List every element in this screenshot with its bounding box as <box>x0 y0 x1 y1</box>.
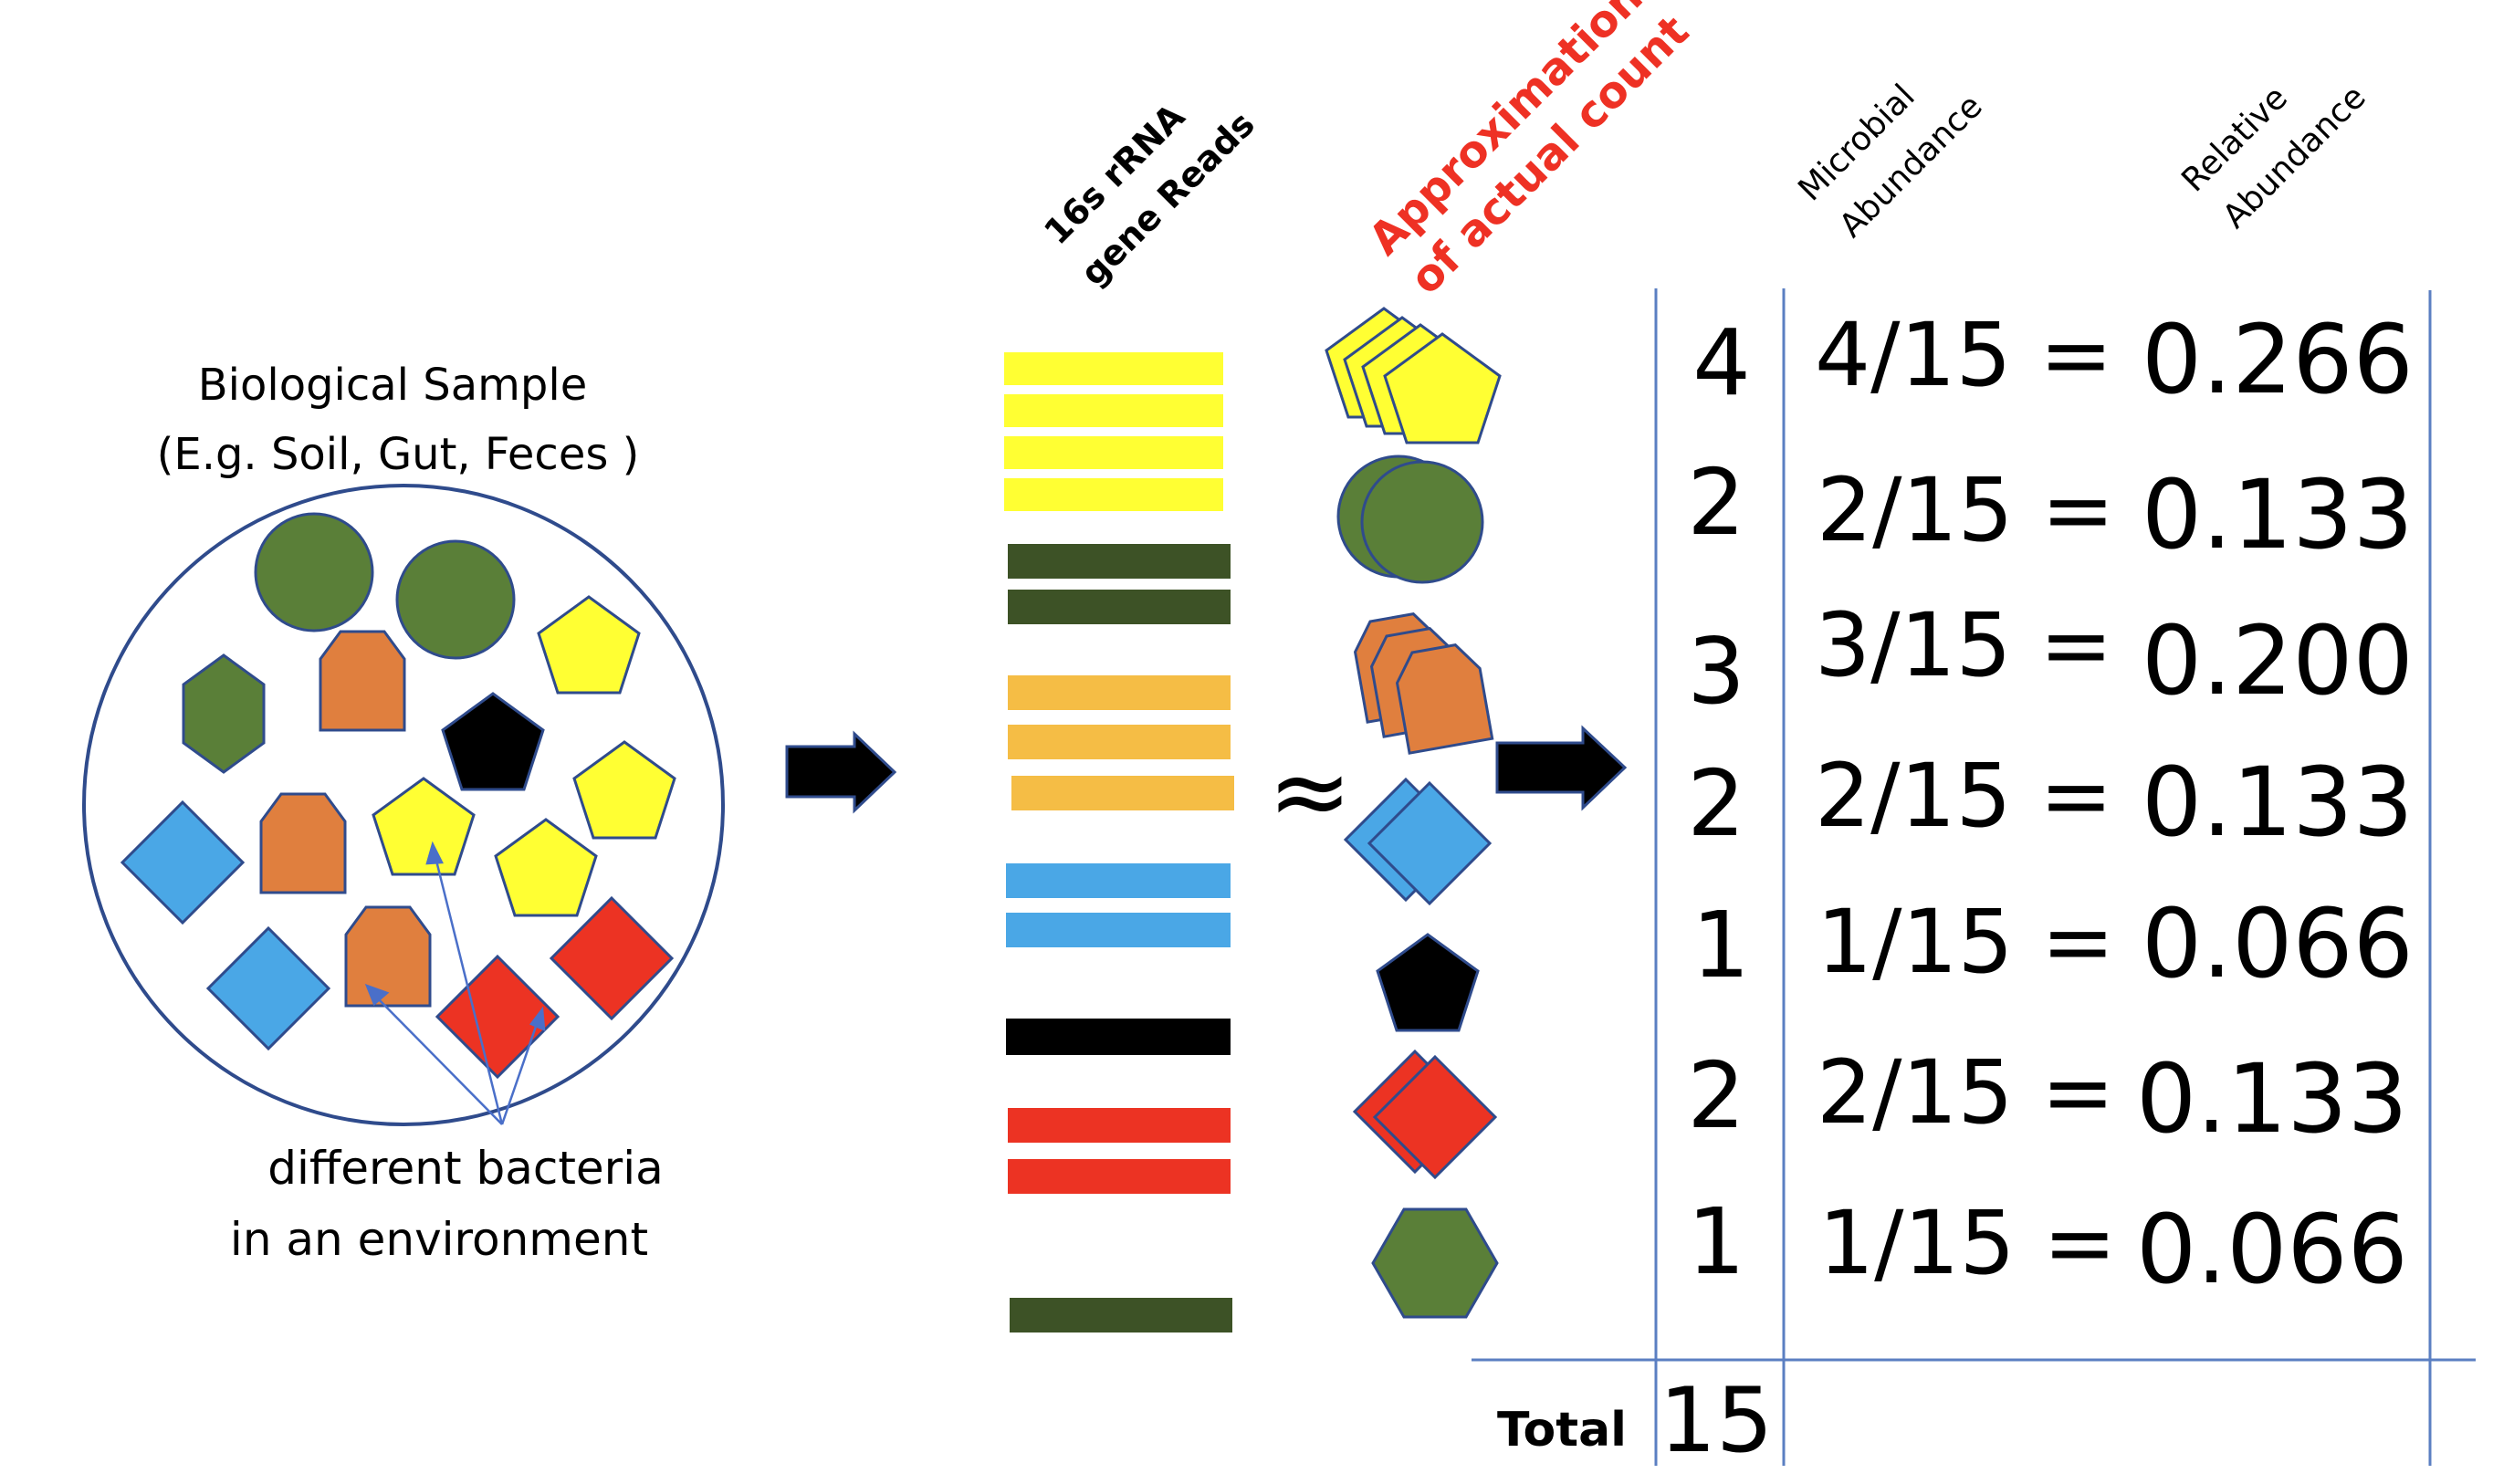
table-row: 4 4/15 = 0.266 <box>1692 304 2414 416</box>
relative-cell: 0.133 <box>2142 459 2414 570</box>
count-cell: 4 <box>1692 309 1751 416</box>
read-bar <box>1008 590 1231 624</box>
read-bar <box>1010 1298 1232 1332</box>
relative-cell: 0.266 <box>2142 304 2414 415</box>
relative-cell: 0.066 <box>2142 888 2414 999</box>
green-circle-bacterium <box>254 512 374 632</box>
count-cell: 2 <box>1687 750 1745 857</box>
yellow-pentagon-stack <box>1325 307 1502 444</box>
relative-cell: 0.133 <box>2142 747 2414 858</box>
column-headers: 16s rRNA gene Reads Approximation of act… <box>1036 0 2373 304</box>
fraction-cell: 2/15 = <box>1817 459 2115 561</box>
count-cell: 2 <box>1687 1042 1745 1149</box>
orange-hexagon-bacterium <box>259 792 347 894</box>
fraction-cell: 1/15 = <box>1817 891 2115 993</box>
count-cell: 3 <box>1687 618 1745 725</box>
read-bar <box>1006 863 1231 898</box>
approx-shapes <box>1325 307 1502 1319</box>
right-arrow-icon <box>785 730 897 814</box>
read-bars <box>1004 352 1234 1332</box>
read-bar <box>1008 544 1231 579</box>
relative-cell: 0.133 <box>2136 1043 2408 1155</box>
table-row: 2 2/15 = 0.133 <box>1687 1041 2408 1155</box>
green-circle-stack <box>1336 455 1484 584</box>
fraction-cell: 1/15 = <box>1818 1192 2117 1294</box>
green-hexagon <box>1371 1207 1499 1319</box>
read-bar <box>1006 913 1231 947</box>
fraction-cell: 4/15 = <box>1815 304 2113 406</box>
orange-hexagon-stack <box>1348 609 1494 755</box>
read-bar <box>1008 1159 1231 1194</box>
read-bar <box>1006 1019 1231 1055</box>
fraction-cell: 3/15 = <box>1815 594 2113 696</box>
fraction-cell: 2/15 = <box>1815 745 2113 847</box>
table-row: 3 3/15 = 0.200 <box>1687 594 2414 725</box>
read-bar <box>1004 436 1223 469</box>
table-row: 1 1/15 = 0.066 <box>1692 888 2414 999</box>
flow-arrows: ≈ <box>785 725 1628 850</box>
read-bar <box>1008 1108 1231 1143</box>
total-label: Total <box>1497 1403 1627 1458</box>
red-diamond-stack <box>1353 1050 1497 1179</box>
black-pentagon <box>1376 933 1480 1032</box>
read-bar <box>1004 394 1223 427</box>
fraction-cell: 2/15 = <box>1817 1041 2115 1144</box>
orange-hexagon-bacterium <box>344 905 432 1008</box>
annotation-label-1: different bacteria <box>267 1142 664 1195</box>
annotation-label-2: in an environment <box>230 1213 648 1266</box>
read-bar <box>1004 352 1223 385</box>
read-bar <box>1004 478 1223 511</box>
bacteria-group <box>120 512 676 1079</box>
read-bar <box>1008 675 1231 710</box>
table-row: 2 2/15 = 0.133 <box>1687 449 2414 570</box>
relative-cell: 0.200 <box>2142 605 2414 716</box>
right-arrow-icon <box>1495 725 1628 811</box>
sample-title: Biological Sample <box>198 360 588 411</box>
green-circle-bacterium <box>395 539 516 660</box>
table-row: 1 1/15 = 0.066 <box>1687 1188 2408 1305</box>
count-cell: 1 <box>1687 1188 1745 1295</box>
read-bar <box>1011 776 1234 810</box>
count-cell: 2 <box>1687 449 1745 556</box>
annotation-arrows <box>364 841 546 1125</box>
approx-symbol: ≈ <box>1268 733 1352 850</box>
orange-hexagon-bacterium <box>319 630 406 732</box>
table-row: 2 2/15 = 0.133 <box>1687 745 2414 858</box>
table-grid <box>1472 288 2476 1466</box>
count-cell: 1 <box>1692 892 1750 998</box>
total-value: 15 <box>1660 1369 1774 1473</box>
sample-panel: Biological Sample (E.g. Soil, Gut, Feces… <box>82 360 725 1266</box>
sample-subtitle: (E.g. Soil, Gut, Feces ) <box>157 429 640 480</box>
relative-cell: 0.066 <box>2136 1194 2408 1305</box>
blue-diamond-stack <box>1344 778 1492 905</box>
read-bar <box>1008 725 1231 759</box>
